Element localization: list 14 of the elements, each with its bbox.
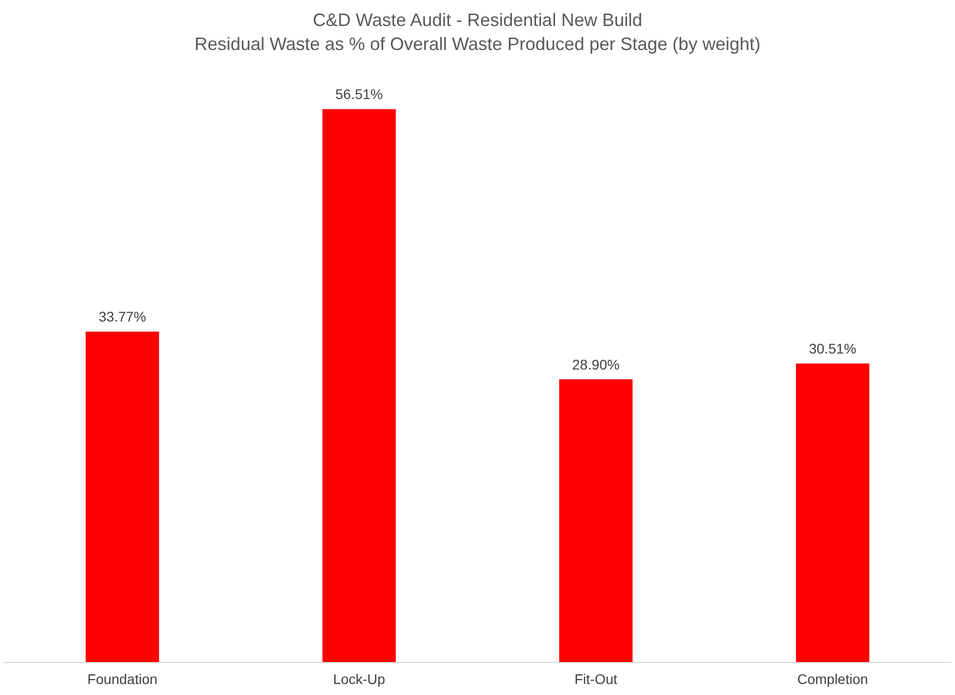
chart-subtitle: Residual Waste as % of Overall Waste Produced per Stage (by weight) <box>194 34 760 54</box>
data-label: 30.51% <box>808 340 856 357</box>
x-tick-label: Completion <box>797 671 868 687</box>
x-tick-label: Lock-Up <box>333 671 386 687</box>
x-tick-label: Fit-Out <box>574 671 618 687</box>
bar <box>86 332 160 662</box>
data-label: 28.90% <box>572 356 620 372</box>
bar <box>559 379 633 662</box>
x-tick-label: Foundation <box>87 671 158 687</box>
bar <box>796 364 870 662</box>
data-label: 56.51% <box>335 86 383 102</box>
chart-title: C&D Waste Audit - Residential New Build <box>312 10 642 30</box>
bar <box>322 109 396 662</box>
data-label: 33.77% <box>98 308 146 325</box>
